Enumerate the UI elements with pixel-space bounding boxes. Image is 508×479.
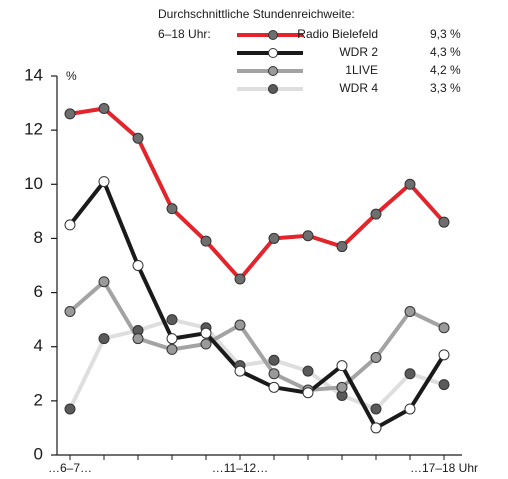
legend-marker <box>268 30 278 40</box>
data-point <box>64 403 76 415</box>
data-point <box>64 219 76 231</box>
y-tick-label: 4 <box>34 336 43 355</box>
legend-average: 4,3 % <box>430 45 461 59</box>
data-point <box>268 381 280 393</box>
series-line <box>68 279 445 393</box>
data-point <box>404 403 416 415</box>
legend-label: WDR 4 <box>339 81 378 95</box>
y-tick-label: 12 <box>24 120 43 139</box>
legend-subtitle: 6–18 Uhr: <box>158 27 211 41</box>
data-point <box>370 422 382 434</box>
series-line <box>68 317 445 411</box>
data-point <box>200 235 212 247</box>
data-point <box>302 365 314 377</box>
data-point <box>64 306 76 318</box>
legend-label: Radio Bielefeld <box>297 27 378 41</box>
data-point <box>370 208 382 220</box>
data-point <box>404 178 416 190</box>
y-tick-label: 14 <box>24 65 43 84</box>
legend-marker <box>268 48 278 58</box>
data-point <box>98 102 110 114</box>
data-point <box>336 381 348 393</box>
legend-marker <box>268 84 278 94</box>
data-point <box>98 276 110 288</box>
data-point <box>234 319 246 331</box>
y-tick-label: 8 <box>34 228 43 247</box>
data-point <box>438 322 450 334</box>
data-point <box>166 333 178 345</box>
data-point <box>234 273 246 285</box>
x-tick-label: …11–12… <box>212 461 268 475</box>
data-point <box>404 368 416 380</box>
data-point <box>404 306 416 318</box>
data-point <box>132 132 144 144</box>
y-tick-label: 0 <box>34 444 43 463</box>
data-point <box>200 327 212 339</box>
series-line <box>69 106 446 282</box>
legend-label: WDR 2 <box>339 45 378 59</box>
data-point <box>98 333 110 345</box>
y-tick-label: 2 <box>34 390 43 409</box>
y-tick-label: 6 <box>34 282 43 301</box>
series-line <box>68 179 446 430</box>
data-point <box>302 230 314 242</box>
data-point <box>166 314 178 326</box>
y-unit: % <box>66 69 77 83</box>
data-point <box>64 108 76 120</box>
x-tick-label: …17–18 Uhr <box>410 461 478 475</box>
x-tick-label: …6–7… <box>48 461 92 475</box>
data-point <box>438 216 450 228</box>
legend-label: 1LIVE <box>345 63 378 77</box>
legend-marker <box>268 66 278 76</box>
data-point <box>268 232 280 244</box>
legend-title: Durchschnittliche Stundenreichweite: <box>158 7 355 21</box>
data-point <box>234 365 246 377</box>
data-point <box>370 352 382 364</box>
data-point <box>166 203 178 215</box>
legend-average: 4,2 % <box>430 63 461 77</box>
legend-average: 3,3 % <box>430 81 461 95</box>
data-point <box>132 260 144 271</box>
data-point <box>336 360 348 372</box>
data-point <box>336 241 348 253</box>
data-point <box>98 176 110 188</box>
data-point <box>438 349 450 361</box>
data-point <box>370 403 382 415</box>
data-point <box>166 343 178 355</box>
legend-average: 9,3 % <box>430 27 461 41</box>
data-point <box>268 368 280 380</box>
data-point <box>438 379 450 391</box>
data-point <box>132 333 144 345</box>
data-point <box>302 387 314 399</box>
y-tick-label: 10 <box>24 174 43 193</box>
data-point <box>200 338 212 350</box>
data-point <box>268 354 280 366</box>
